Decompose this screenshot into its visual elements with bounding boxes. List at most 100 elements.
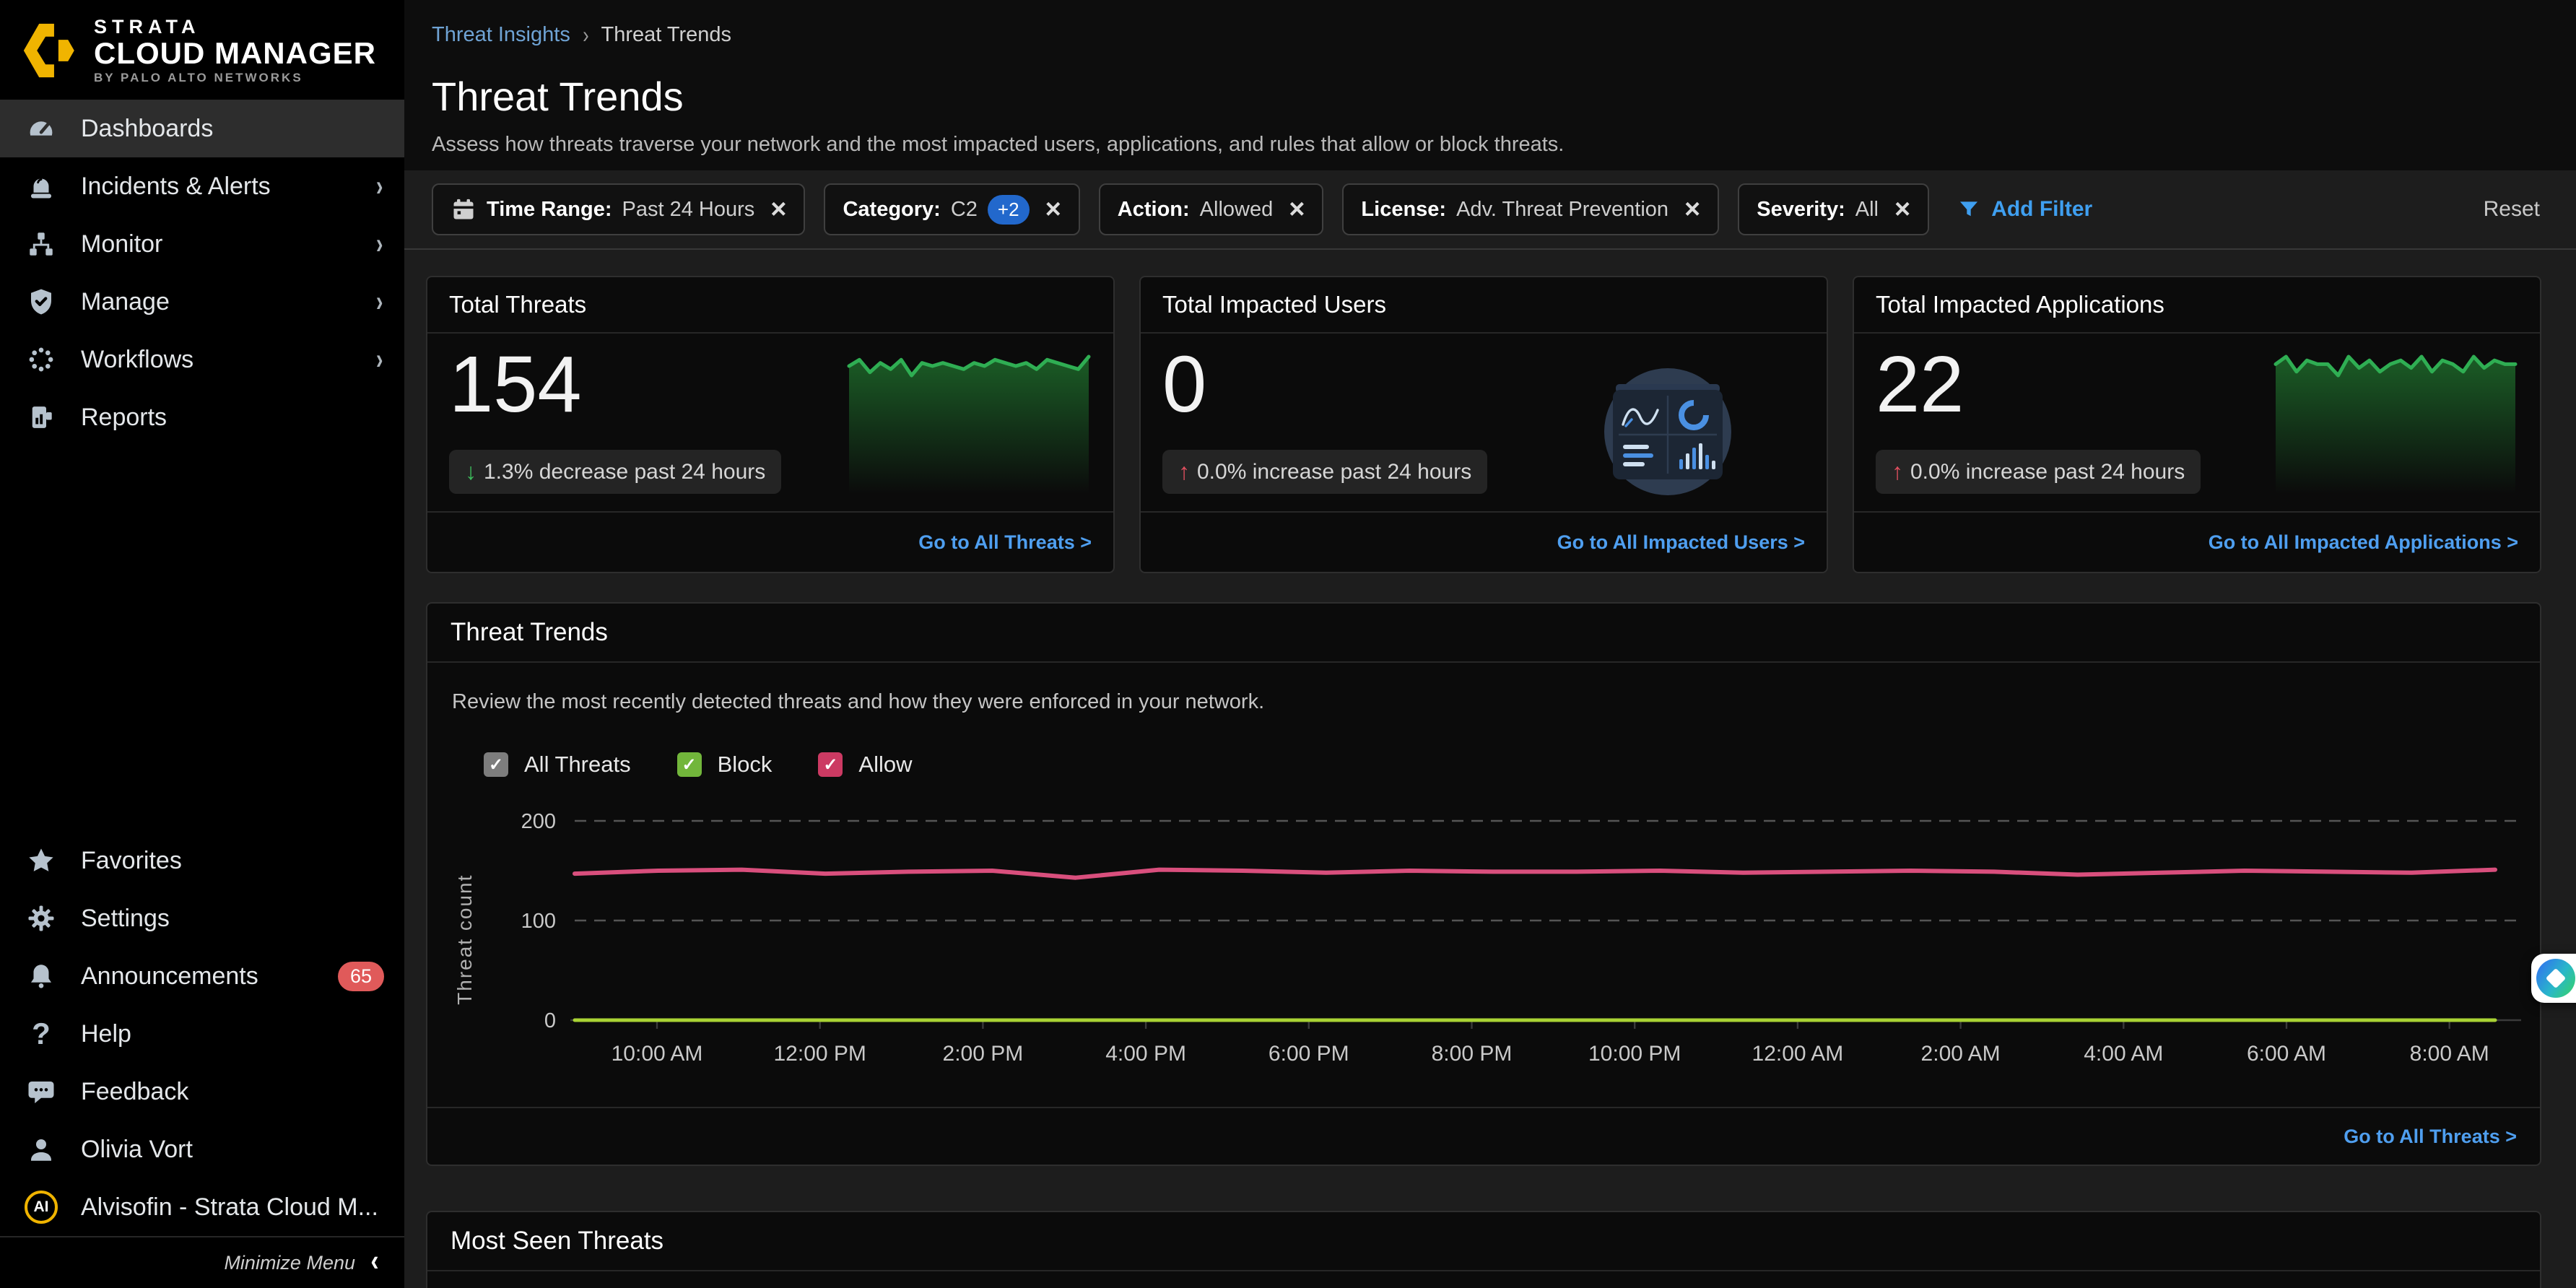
- go-to-all-threats-link[interactable]: Go to All Threats >: [918, 531, 1092, 554]
- funnel-icon: [1957, 197, 1981, 222]
- breadcrumb-threat-insights[interactable]: Threat Insights: [432, 23, 570, 47]
- breadcrumb-current: Threat Trends: [601, 23, 731, 47]
- speech-bubble-icon: [25, 1075, 58, 1108]
- sidebar-item-favorites[interactable]: Favorites: [0, 832, 404, 889]
- copilot-logo-icon: [2536, 959, 2575, 998]
- legend-block[interactable]: ✓ Block: [677, 752, 773, 778]
- svg-text:4:00 PM: 4:00 PM: [1105, 1042, 1186, 1066]
- y-axis-label: Threat count: [453, 874, 477, 1005]
- filter-more-badge[interactable]: +2: [988, 195, 1030, 225]
- filter-label: Action:: [1118, 198, 1190, 222]
- threat-trends-chart: Threat count 010020010:00 AM12:00 PM2:00…: [452, 811, 2515, 1100]
- card-footer: Go to All Threats >: [427, 511, 1113, 572]
- chevron-left-icon: ‹: [370, 1245, 378, 1276]
- chart-legend: ✓ All Threats ✓ Block ✓ Allow: [484, 752, 2515, 778]
- brand-text: STRATA CLOUD MANAGER BY PALO ALTO NETWOR…: [94, 17, 376, 84]
- close-icon[interactable]: ×: [1289, 196, 1305, 223]
- checkbox-checked-icon[interactable]: ✓: [818, 752, 843, 777]
- card-body: 22 ↑ 0.0% increase past 24 hours: [1854, 334, 2540, 511]
- brand-logo[interactable]: STRATA CLOUD MANAGER BY PALO ALTO NETWOR…: [0, 0, 404, 100]
- add-filter-label: Add Filter: [1991, 197, 2092, 222]
- card-body: 154 ↓ 1.3% decrease past 24 hours: [427, 334, 1113, 511]
- close-icon[interactable]: ×: [1684, 196, 1700, 223]
- go-to-all-impacted-users-link[interactable]: Go to All Impacted Users >: [1557, 531, 1805, 554]
- legend-label: All Threats: [524, 752, 631, 778]
- card-body: 0: [1141, 334, 1827, 511]
- checkbox-checked-icon[interactable]: ✓: [677, 752, 702, 777]
- sidebar-item-reports[interactable]: Reports: [0, 388, 404, 446]
- threats-sparkline: [846, 348, 1092, 497]
- close-icon[interactable]: ×: [1894, 196, 1910, 223]
- chevron-right-icon: ›: [376, 230, 383, 258]
- svg-text:8:00 AM: 8:00 AM: [2410, 1042, 2489, 1066]
- breadcrumb-chevron-icon: ›: [583, 22, 589, 48]
- question-icon: ?: [25, 1017, 58, 1050]
- svg-text:2:00 PM: 2:00 PM: [943, 1042, 1024, 1066]
- sidebar-item-label: Announcements: [81, 962, 325, 991]
- filter-chip-license[interactable]: License: Adv. Threat Prevention ×: [1342, 183, 1719, 235]
- legend-all-threats[interactable]: ✓ All Threats: [484, 752, 631, 778]
- change-chip: ↑ 0.0% increase past 24 hours: [1162, 450, 1487, 494]
- card-title: Total Threats: [427, 277, 1113, 334]
- panel-footer: Go to All Threats >: [427, 1107, 2540, 1165]
- sidebar-item-label: Feedback: [81, 1078, 384, 1106]
- add-filter-button[interactable]: Add Filter: [1957, 197, 2092, 222]
- go-to-all-impacted-applications-link[interactable]: Go to All Impacted Applications >: [2209, 531, 2518, 554]
- sidebar-item-dashboards[interactable]: Dashboards: [0, 100, 404, 157]
- sidebar-item-incidents-alerts[interactable]: Incidents & Alerts ›: [0, 157, 404, 215]
- sidebar-item-settings[interactable]: Settings: [0, 889, 404, 947]
- sidebar-item-label: Monitor: [81, 230, 375, 258]
- gauge-icon: [25, 112, 58, 145]
- threat-trends-panel: Threat Trends Review the most recently d…: [426, 602, 2541, 1166]
- filter-label: Severity:: [1757, 198, 1845, 222]
- sidebar-item-workflows[interactable]: Workflows ›: [0, 331, 404, 388]
- gear-icon: [25, 902, 58, 935]
- sidebar-item-tenant[interactable]: AI Alvisofin - Strata Cloud M...: [0, 1178, 404, 1236]
- checkbox-checked-icon[interactable]: ✓: [484, 752, 508, 777]
- card-title: Total Impacted Applications: [1854, 277, 2540, 334]
- filter-value: Adv. Threat Prevention: [1456, 198, 1668, 222]
- sidebar-item-manage[interactable]: Manage ›: [0, 273, 404, 331]
- minimize-menu-label: Minimize Menu: [224, 1252, 355, 1274]
- close-icon[interactable]: ×: [770, 196, 786, 223]
- filter-chip-time-range[interactable]: Time Range: Past 24 Hours ×: [432, 183, 805, 235]
- svg-text:10:00 AM: 10:00 AM: [612, 1042, 703, 1066]
- card-total-impacted-users: Total Impacted Users 0: [1139, 276, 1828, 573]
- filter-value: Allowed: [1200, 198, 1274, 222]
- filter-chip-category[interactable]: Category: C2 +2 ×: [824, 183, 1079, 235]
- calendar-icon: [451, 196, 477, 222]
- sidebar-item-monitor[interactable]: Monitor ›: [0, 215, 404, 273]
- filter-bar: Time Range: Past 24 Hours × Category: C2…: [404, 170, 2576, 250]
- legend-label: Block: [718, 752, 773, 778]
- sidebar-item-label: Reports: [81, 404, 384, 432]
- applications-sparkline: [2273, 348, 2518, 497]
- filter-label: Time Range:: [487, 198, 612, 222]
- card-total-impacted-applications: Total Impacted Applications 22 ↑ 0.0% in…: [1853, 276, 2541, 573]
- filter-label: Category:: [843, 198, 940, 222]
- sidebar-item-label: Olivia Vort: [81, 1136, 384, 1164]
- panel-title: Most Seen Threats: [427, 1212, 2540, 1271]
- svg-text:10:00 PM: 10:00 PM: [1588, 1042, 1681, 1066]
- panel-title: Threat Trends: [427, 604, 2540, 663]
- sidebar-item-announcements[interactable]: Announcements 65: [0, 947, 404, 1005]
- svg-text:6:00 PM: 6:00 PM: [1269, 1042, 1349, 1066]
- card-total-threats: Total Threats 154 ↓ 1.3% decrease past 2…: [426, 276, 1115, 573]
- minimize-menu-button[interactable]: Minimize Menu ‹: [0, 1236, 404, 1288]
- change-chip: ↓ 1.3% decrease past 24 hours: [449, 450, 781, 494]
- svg-text:100: 100: [521, 910, 556, 933]
- dashboard-content: Total Threats 154 ↓ 1.3% decrease past 2…: [404, 250, 2576, 1288]
- copilot-floating-button[interactable]: [2531, 954, 2576, 1003]
- sidebar-item-user-profile[interactable]: Olivia Vort: [0, 1121, 404, 1178]
- filter-value: C2: [951, 198, 978, 222]
- sidebar-item-feedback[interactable]: Feedback: [0, 1063, 404, 1121]
- reset-filters-button[interactable]: Reset: [2484, 197, 2540, 222]
- go-to-all-threats-link[interactable]: Go to All Threats >: [2344, 1126, 2517, 1148]
- siren-icon: [25, 170, 58, 203]
- filter-chip-action[interactable]: Action: Allowed ×: [1099, 183, 1324, 235]
- page-subtitle: Assess how threats traverse your network…: [432, 133, 2576, 157]
- legend-allow[interactable]: ✓ Allow: [818, 752, 912, 778]
- svg-text:4:00 AM: 4:00 AM: [2084, 1042, 2163, 1066]
- filter-chip-severity[interactable]: Severity: All ×: [1738, 183, 1929, 235]
- sidebar-item-help[interactable]: ? Help: [0, 1005, 404, 1063]
- close-icon[interactable]: ×: [1045, 196, 1061, 223]
